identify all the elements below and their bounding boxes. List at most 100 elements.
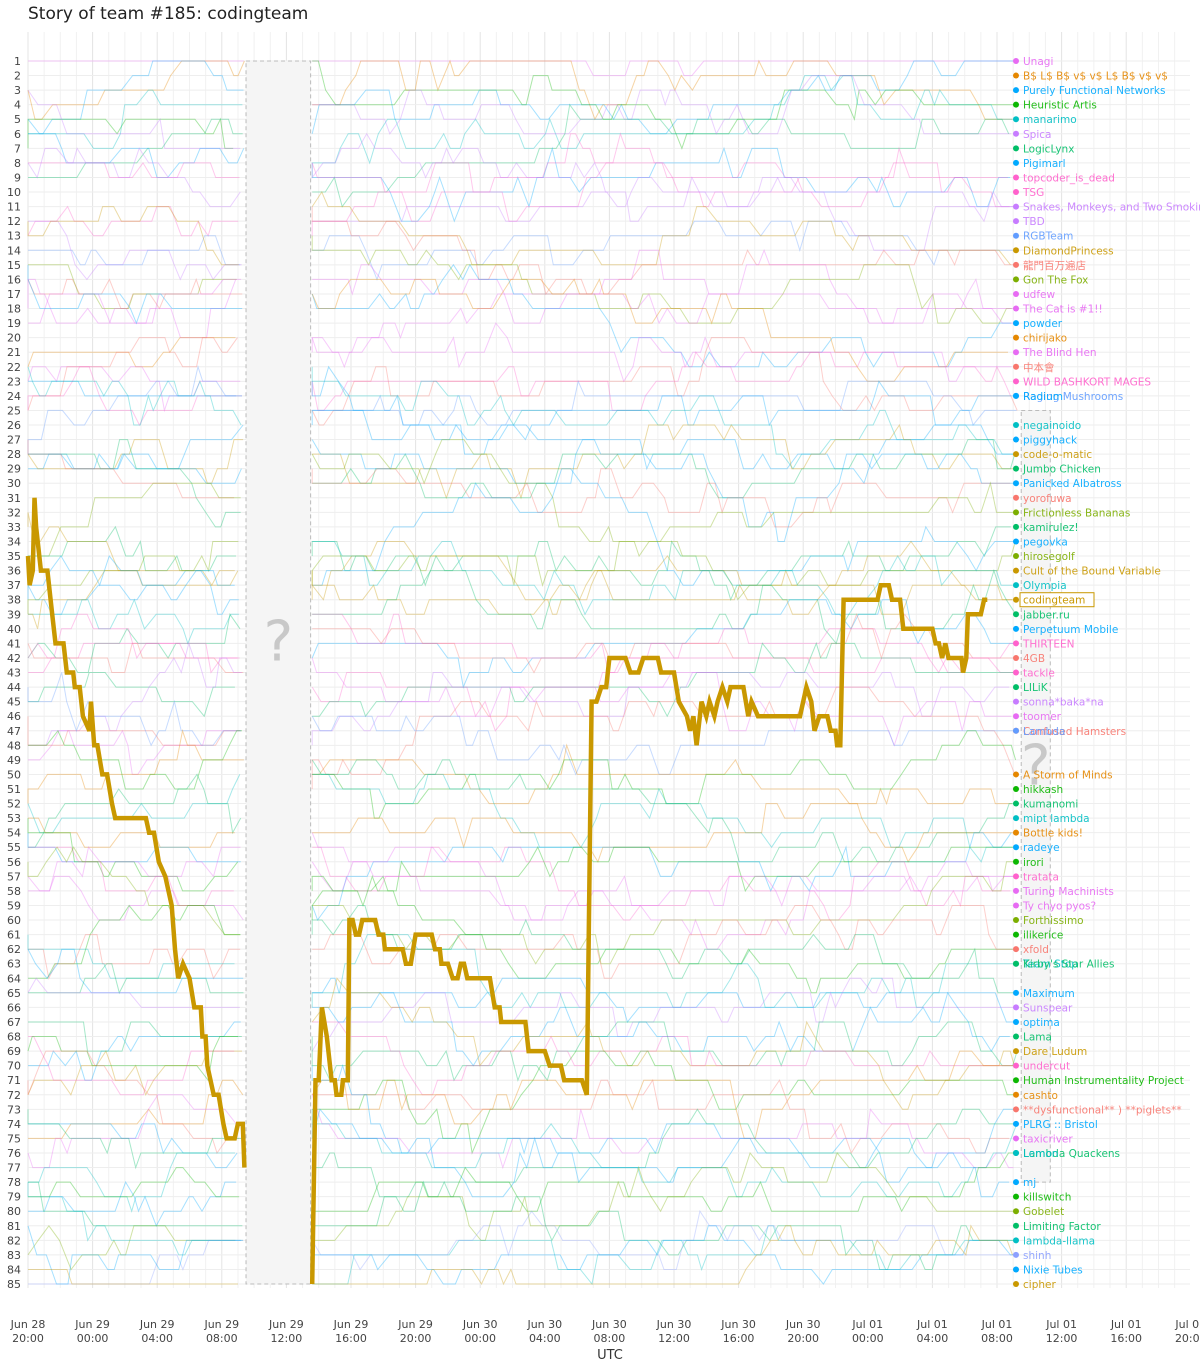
team-label: cashto — [1023, 1090, 1058, 1102]
team-rank-line — [311, 206, 1014, 296]
team-marker-dot — [1013, 669, 1019, 676]
team-marker-dot — [1013, 567, 1019, 574]
x-tick-time: 00:00 — [464, 1332, 496, 1345]
team-rank-line — [311, 642, 1017, 732]
team-marker-dot — [1013, 1091, 1019, 1098]
team-marker-dot — [1013, 1018, 1019, 1025]
team-rank-line — [312, 59, 1013, 121]
team-label: manarimo — [1023, 114, 1077, 126]
team-marker-dot — [1013, 858, 1019, 865]
team-marker-dot — [1013, 422, 1019, 428]
rank-axis-labels: 1234567891011121314151617181920212223242… — [7, 55, 21, 1291]
team-marker-dot — [1013, 1077, 1019, 1084]
x-tick-time: 00:00 — [77, 1332, 109, 1345]
team-label: PLRG :: Bristol — [1023, 1119, 1098, 1131]
rank-tick-label: 49 — [7, 754, 21, 767]
team-label: yorofuwa — [1023, 493, 1072, 505]
team-rank-line — [28, 161, 240, 178]
team-label: Cult of the Bound Variable — [1023, 566, 1161, 578]
team-label: tratata — [1023, 871, 1059, 883]
team-rank-line — [27, 512, 235, 587]
team-marker-dot — [1013, 625, 1019, 632]
team-label: Heuristic Artis — [1023, 100, 1097, 112]
team-label: 中本會 — [1023, 361, 1055, 374]
team-label: THIRTEEN — [1022, 638, 1074, 650]
team-label: A Storm of Minds — [1023, 769, 1113, 781]
team-rank-line — [28, 554, 235, 601]
rank-tick-label: 32 — [7, 506, 21, 519]
team-rank-line — [311, 1063, 1016, 1183]
team-marker-dot — [1013, 261, 1019, 268]
rank-tick-label: 42 — [7, 652, 21, 665]
team-label: Limiting Factor — [1023, 1221, 1101, 1233]
team-marker-dot — [1013, 494, 1019, 501]
team-labels: Unagi B$ L$ B$ v$ v$ L$ B$ v$ v$ Purely Fu… — [1013, 56, 1200, 1291]
team-marker-dot — [1013, 392, 1019, 399]
team-marker-dot — [1013, 523, 1019, 530]
team-label: Lama — [1023, 1032, 1052, 1044]
team-marker-dot — [1013, 1193, 1019, 1200]
team-rank-line — [311, 540, 1012, 615]
unknown-period-label: ? — [1021, 733, 1051, 798]
team-marker-dot — [1013, 1266, 1019, 1273]
team-marker-dot — [1013, 320, 1019, 327]
team-rank-line — [311, 599, 1017, 689]
team-rank-line — [311, 337, 1018, 426]
team-marker-dot — [1013, 815, 1019, 822]
team-rank-line — [312, 60, 1018, 77]
team-rank-line — [28, 118, 243, 178]
rank-tick-label: 7 — [14, 142, 21, 155]
team-label: Lambda Quackens — [1023, 1148, 1120, 1160]
team-marker-dot — [1013, 1237, 1019, 1244]
team-label: negainoido — [1023, 420, 1081, 432]
team-label: shinh — [1023, 1250, 1051, 1262]
unknown-period-label: ? — [263, 610, 293, 675]
team-label: hikkash — [1023, 784, 1063, 796]
team-rank-line — [27, 205, 239, 237]
rank-tick-label: 33 — [7, 521, 21, 534]
rank-tick-label: 16 — [7, 273, 21, 286]
team-rank-line — [27, 264, 243, 325]
team-label: Pigimarl — [1023, 158, 1066, 170]
team-rank-line — [28, 1152, 235, 1213]
rank-tick-label: 79 — [7, 1191, 21, 1204]
team-marker-dot — [1013, 873, 1019, 880]
team-rank-line — [311, 934, 1018, 1009]
team-marker-dot — [1013, 290, 1019, 297]
team-rank-line — [312, 743, 1012, 806]
team-rank-line — [27, 1036, 238, 1082]
team-rank-line — [27, 278, 242, 324]
x-tick-time: 12:00 — [658, 1332, 690, 1345]
team-rank-line — [28, 1036, 235, 1096]
team-rank-line — [27, 337, 236, 368]
team-rank-line — [312, 146, 1011, 223]
team-rank-line — [28, 963, 244, 995]
rank-tick-label: 17 — [7, 288, 21, 301]
team-label: The Blind Hen — [1022, 347, 1097, 359]
team-label: Turing Machinists — [1022, 886, 1114, 898]
series-line-codingteam — [25, 497, 988, 1285]
team-marker-dot — [1013, 553, 1019, 560]
team-rank-line — [28, 424, 244, 470]
x-tick-day: Jun 29 — [397, 1318, 433, 1331]
team-label: Frictionless Bananas — [1023, 507, 1130, 519]
team-rank-line — [27, 613, 240, 660]
team-rank-line — [312, 554, 1017, 645]
team-rank-line — [311, 759, 1018, 863]
team-marker-dot — [1013, 72, 1019, 79]
team-label: optima — [1023, 1017, 1060, 1029]
team-rank-line — [311, 832, 1018, 950]
team-label: DiamondPrincess — [1023, 245, 1114, 257]
team-label: Spica — [1023, 129, 1051, 141]
team-label: Gobelet — [1023, 1206, 1064, 1218]
team-rank-line — [312, 541, 1013, 616]
team-label: Perpetuum Mobile — [1023, 624, 1118, 636]
team-label: Gon The Fox — [1023, 274, 1088, 286]
team-rank-line — [28, 598, 239, 645]
team-rank-line — [27, 1094, 244, 1169]
x-tick-day: Jul 01 — [1174, 1318, 1200, 1331]
team-marker-dot — [1013, 596, 1019, 603]
rank-tick-label: 47 — [7, 725, 21, 738]
team-label: Sunspear — [1023, 1002, 1073, 1014]
